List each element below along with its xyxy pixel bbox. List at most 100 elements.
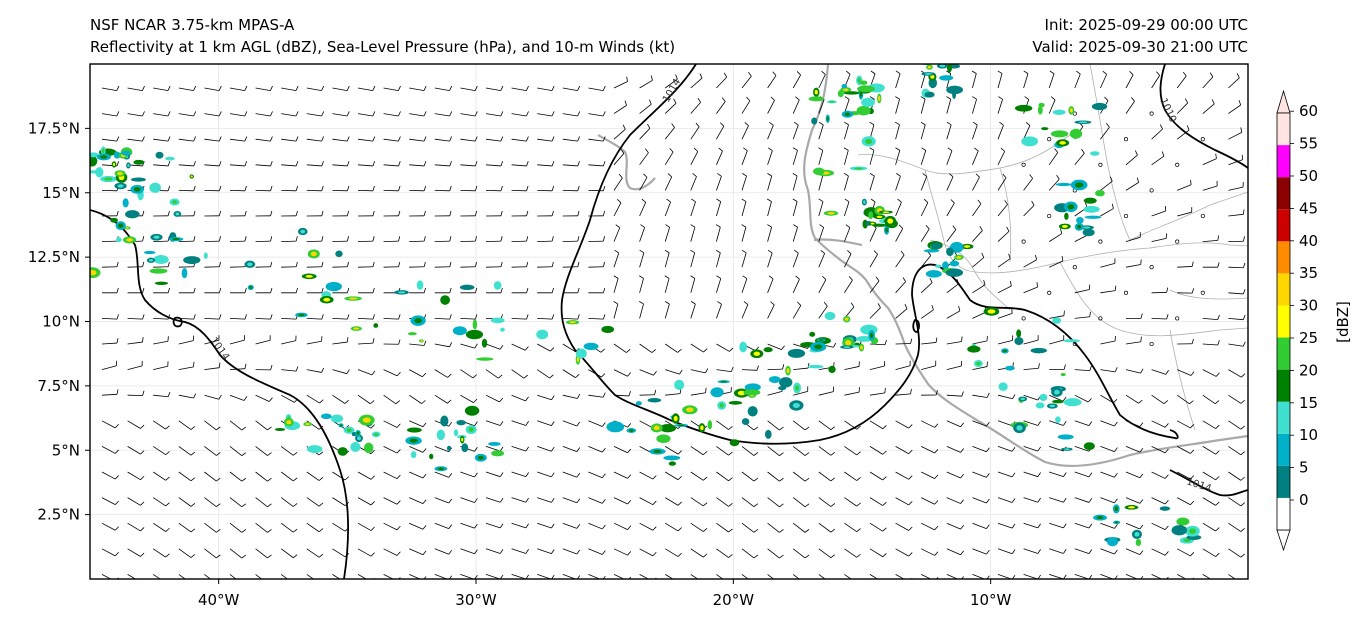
wind-barb-flag bbox=[960, 448, 965, 453]
wind-barb-flag bbox=[346, 85, 350, 91]
wind-barb-flag bbox=[1081, 148, 1085, 154]
wind-barb bbox=[1177, 497, 1191, 506]
colorbar-extend-low bbox=[1276, 529, 1291, 552]
wind-barb bbox=[204, 394, 219, 400]
wind-barb bbox=[434, 369, 448, 378]
wind-barb-flag bbox=[781, 345, 785, 350]
reflectivity-core bbox=[286, 420, 292, 425]
wind-barb bbox=[1151, 369, 1166, 375]
wind-barb-flag bbox=[779, 452, 784, 456]
wind-barb-flag bbox=[1161, 151, 1165, 157]
wind-barb bbox=[1023, 73, 1029, 89]
wind-barb-flag bbox=[398, 236, 401, 242]
wind-barb-flag bbox=[577, 185, 580, 191]
wind-barb bbox=[946, 310, 961, 319]
wind-barb-flag bbox=[449, 210, 452, 216]
wind-barb bbox=[844, 124, 849, 140]
wind-barb bbox=[1023, 178, 1033, 191]
wind-barb bbox=[485, 497, 501, 503]
reflectivity-cell bbox=[493, 281, 502, 290]
wind-barb bbox=[101, 548, 116, 557]
wind-barb bbox=[997, 258, 1011, 268]
reflectivity-core bbox=[1063, 448, 1070, 450]
wind-barb bbox=[844, 366, 860, 370]
wind-barb-flag bbox=[1025, 122, 1031, 126]
wind-barb-flag bbox=[754, 580, 758, 583]
wind-barb bbox=[818, 150, 824, 165]
wind-barb bbox=[255, 138, 271, 142]
wind-barb bbox=[127, 113, 143, 117]
wind-barb-flag bbox=[952, 225, 957, 230]
reflectivity-cell bbox=[635, 401, 642, 406]
wind-barb-flag bbox=[603, 210, 606, 216]
wind-barb-flag bbox=[447, 373, 452, 378]
wind-barb bbox=[690, 548, 704, 558]
wind-barb-flag bbox=[779, 554, 784, 559]
wind-barb-flag bbox=[142, 111, 145, 117]
wind-barb bbox=[281, 394, 295, 403]
wind-barb-flag bbox=[934, 500, 939, 505]
wind-barb-flag bbox=[551, 523, 555, 529]
calm-circle bbox=[1021, 316, 1026, 321]
wind-barb bbox=[562, 394, 578, 399]
wind-barb-flag bbox=[270, 136, 273, 142]
wind-barb bbox=[434, 471, 449, 478]
wind-barb-flag bbox=[216, 554, 221, 559]
wind-barb-flag bbox=[526, 111, 529, 117]
lon-tick-label: 10°W bbox=[970, 591, 1012, 609]
reflectivity-core bbox=[786, 368, 790, 374]
wind-barb bbox=[485, 138, 501, 142]
wind-barb bbox=[716, 76, 728, 89]
wind-barb-flag bbox=[372, 185, 375, 191]
wind-barb-flag bbox=[142, 314, 145, 320]
wind-barb-flag bbox=[1063, 549, 1067, 554]
wind-barb bbox=[997, 497, 1013, 503]
wind-barb-flag bbox=[1089, 601, 1092, 605]
wind-barb-flag bbox=[1088, 498, 1093, 503]
wind-barb bbox=[895, 522, 909, 531]
wind-barb bbox=[997, 339, 1013, 345]
wind-barb bbox=[613, 394, 630, 397]
wind-barb bbox=[869, 150, 875, 165]
wind-barb-flag bbox=[423, 185, 427, 191]
wind-barb-flag bbox=[396, 449, 401, 454]
wind-barb bbox=[383, 574, 394, 579]
wind-barb-flag bbox=[1139, 473, 1144, 479]
wind-barb-flag bbox=[601, 447, 606, 453]
wind-barb bbox=[153, 240, 169, 242]
reflectivity-core bbox=[869, 332, 874, 339]
wind-barb bbox=[409, 446, 424, 453]
wind-barb-flag bbox=[908, 501, 913, 506]
wind-barb-flag bbox=[526, 314, 529, 320]
wind-barb bbox=[1074, 420, 1090, 427]
wind-barb-flag bbox=[371, 370, 376, 376]
reflectivity-cell bbox=[668, 461, 676, 466]
wind-barb bbox=[332, 341, 348, 345]
wind-barb-flag bbox=[295, 210, 298, 216]
wind-barb bbox=[767, 175, 773, 191]
reflectivity-cell bbox=[337, 447, 348, 456]
wind-barb-flag bbox=[216, 426, 221, 431]
wind-barb bbox=[741, 175, 747, 191]
wind-barb bbox=[946, 394, 962, 397]
wind-barb-flag bbox=[244, 161, 248, 167]
wind-barb bbox=[1125, 74, 1134, 89]
wind-barb-flag bbox=[474, 472, 478, 478]
wind-barb-flag bbox=[218, 362, 221, 368]
wind-barb bbox=[613, 369, 628, 377]
wind-barb-flag bbox=[718, 147, 723, 152]
wind-barb-flag bbox=[647, 123, 651, 129]
wind-barb-flag bbox=[664, 301, 670, 305]
wind-barb-flag bbox=[653, 603, 656, 607]
wind-barb-flag bbox=[703, 527, 708, 532]
wind-barb-flag bbox=[869, 121, 875, 126]
wind-barb bbox=[460, 548, 475, 555]
wind-barb bbox=[921, 574, 932, 579]
wind-barb-flag bbox=[665, 224, 670, 228]
coastline bbox=[597, 64, 1248, 468]
wind-barb bbox=[357, 318, 374, 320]
wind-barb bbox=[767, 75, 777, 89]
wind-barb-flag bbox=[792, 173, 798, 177]
wind-barb-flag bbox=[1243, 236, 1245, 242]
wind-barb-flag bbox=[1139, 422, 1144, 427]
